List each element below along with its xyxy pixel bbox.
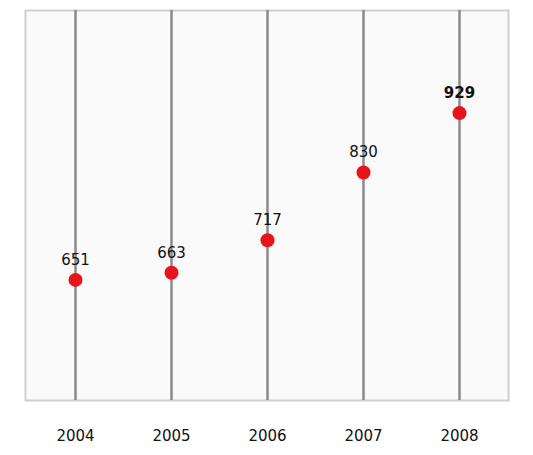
svg-text:2005: 2005 bbox=[152, 427, 190, 445]
svg-text:2004: 2004 bbox=[56, 427, 94, 445]
svg-text:929: 929 bbox=[444, 84, 475, 102]
svg-text:2008: 2008 bbox=[440, 427, 478, 445]
svg-text:2006: 2006 bbox=[248, 427, 286, 445]
svg-text:830: 830 bbox=[349, 143, 378, 161]
svg-text:2007: 2007 bbox=[344, 427, 382, 445]
svg-text:663: 663 bbox=[157, 244, 186, 262]
svg-text:717: 717 bbox=[253, 211, 282, 229]
svg-text:651: 651 bbox=[61, 251, 90, 269]
